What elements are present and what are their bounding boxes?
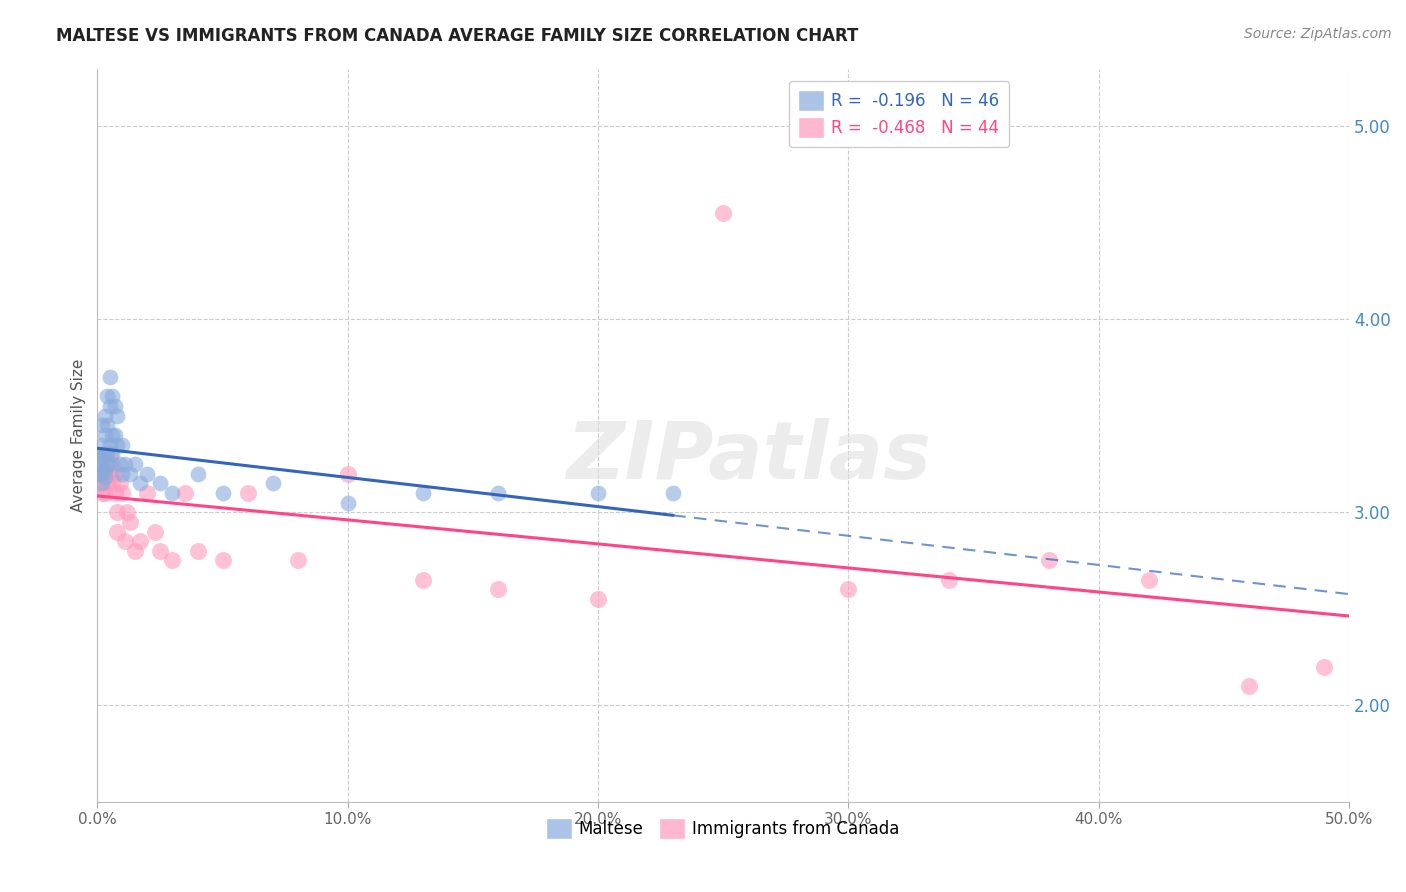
Point: [486, 486, 509, 500]
Point: [837, 582, 859, 597]
Point: [94, 447, 117, 461]
Point: [89, 447, 111, 461]
Point: [118, 515, 141, 529]
Point: [186, 467, 208, 481]
Point: [136, 467, 159, 481]
Point: [94, 428, 117, 442]
Point: [149, 476, 172, 491]
Point: [412, 486, 434, 500]
Point: [94, 447, 117, 461]
Point: [104, 428, 127, 442]
Point: [104, 486, 127, 500]
Point: [1237, 679, 1260, 693]
Point: [101, 428, 124, 442]
Point: [91, 451, 114, 466]
Point: [94, 470, 117, 484]
Point: [105, 409, 128, 423]
Point: [91, 463, 114, 477]
Point: [89, 457, 111, 471]
Point: [118, 467, 141, 481]
Point: [211, 486, 233, 500]
Point: [486, 582, 509, 597]
Point: [262, 476, 284, 491]
Point: [162, 486, 184, 500]
Point: [89, 457, 111, 471]
Point: [96, 447, 118, 461]
Point: [94, 463, 117, 477]
Point: [108, 457, 131, 471]
Point: [94, 486, 117, 500]
Point: [143, 524, 166, 539]
Point: [586, 486, 609, 500]
Point: [114, 534, 136, 549]
Point: [938, 573, 960, 587]
Point: [91, 486, 114, 500]
Point: [1038, 553, 1060, 567]
Point: [412, 573, 434, 587]
Point: [174, 486, 197, 500]
Point: [91, 438, 114, 452]
Point: [101, 389, 124, 403]
Text: Source: ZipAtlas.com: Source: ZipAtlas.com: [1244, 27, 1392, 41]
Point: [186, 543, 208, 558]
Point: [94, 409, 117, 423]
Point: [104, 399, 127, 413]
Point: [98, 447, 121, 461]
Point: [149, 543, 172, 558]
Point: [336, 467, 359, 481]
Point: [117, 505, 139, 519]
Point: [711, 206, 734, 220]
Legend: Maltese, Immigrants from Canada: Maltese, Immigrants from Canada: [540, 812, 905, 845]
Point: [96, 457, 118, 471]
Point: [129, 476, 152, 491]
Point: [124, 457, 146, 471]
Point: [162, 553, 184, 567]
Point: [111, 486, 134, 500]
Point: [136, 486, 159, 500]
Point: [129, 534, 152, 549]
Point: [96, 389, 118, 403]
Point: [98, 399, 121, 413]
Point: [98, 467, 121, 481]
Point: [96, 418, 118, 433]
Point: [105, 505, 128, 519]
Point: [105, 524, 128, 539]
Text: MALTESE VS IMMIGRANTS FROM CANADA AVERAGE FAMILY SIZE CORRELATION CHART: MALTESE VS IMMIGRANTS FROM CANADA AVERAG…: [56, 27, 859, 45]
Point: [105, 438, 128, 452]
Point: [96, 476, 118, 491]
Point: [91, 467, 114, 481]
Point: [89, 467, 111, 481]
Point: [211, 553, 233, 567]
Point: [98, 438, 121, 452]
Point: [89, 476, 111, 491]
Point: [111, 467, 134, 481]
Point: [91, 418, 114, 433]
Point: [101, 457, 124, 471]
Point: [236, 486, 259, 500]
Point: [287, 553, 309, 567]
Point: [98, 457, 121, 471]
Point: [98, 370, 121, 384]
Point: [114, 457, 136, 471]
Point: [586, 592, 609, 607]
Point: [94, 467, 117, 481]
Point: [96, 457, 118, 471]
Point: [101, 447, 124, 461]
Text: ZIPatlas: ZIPatlas: [565, 418, 931, 496]
Point: [101, 476, 124, 491]
Point: [124, 543, 146, 558]
Point: [1137, 573, 1160, 587]
Y-axis label: Average Family Size: Average Family Size: [72, 359, 86, 512]
Point: [91, 476, 114, 491]
Point: [1313, 659, 1336, 673]
Point: [108, 476, 131, 491]
Point: [111, 438, 134, 452]
Point: [662, 486, 685, 500]
Point: [336, 495, 359, 509]
Point: [104, 467, 127, 481]
